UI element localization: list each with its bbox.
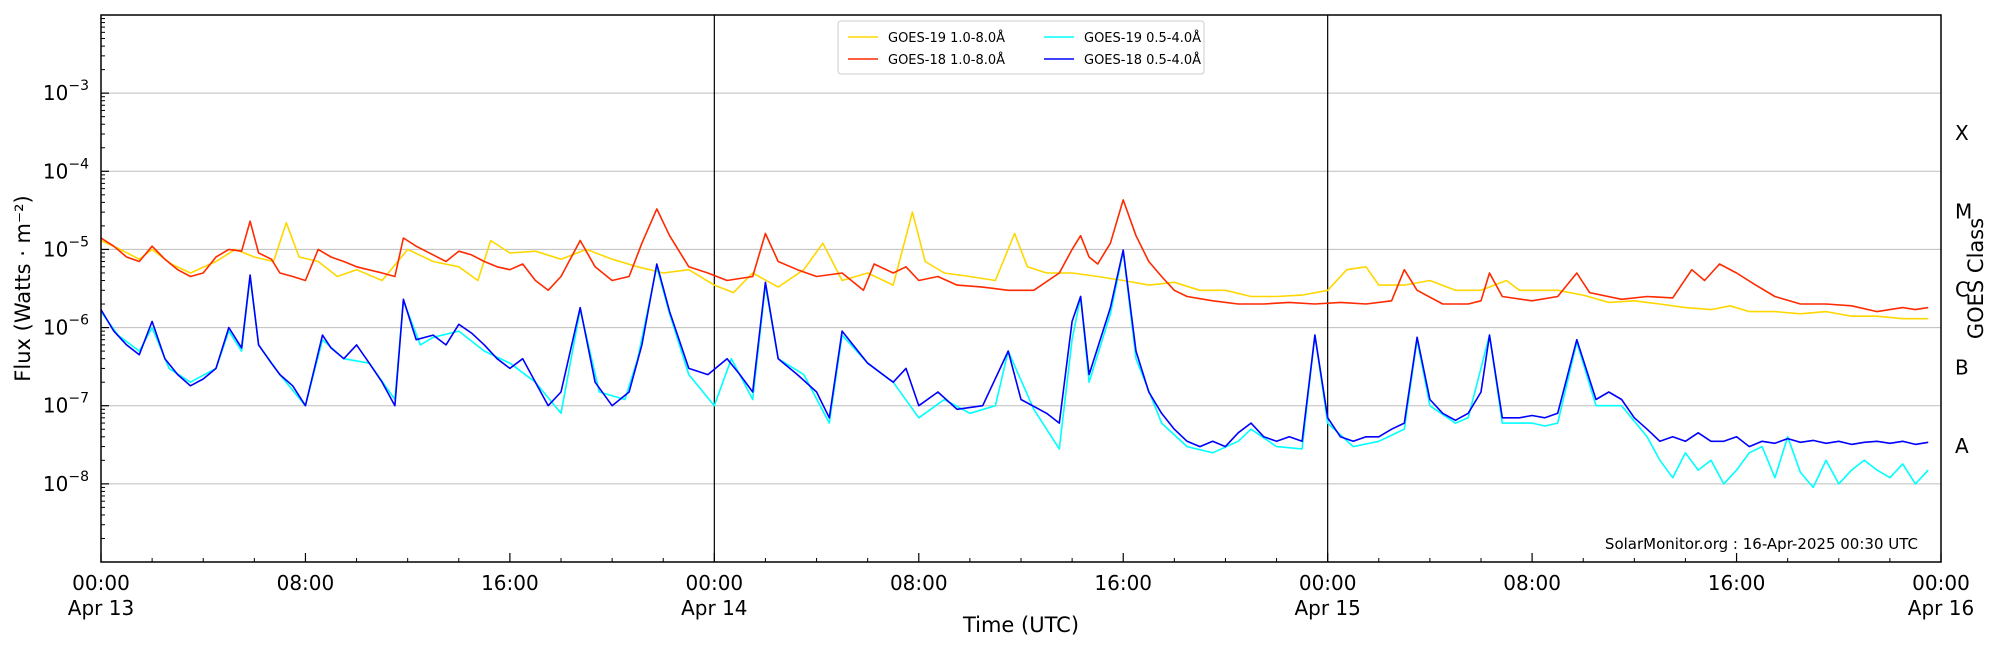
legend-box <box>837 20 1205 75</box>
goes-class-label: A <box>1955 434 1969 458</box>
series-line-3 <box>100 249 1929 448</box>
legend-label: GOES-19 0.5-4.0Å <box>1084 30 1201 46</box>
x-axis-label: Time (UTC) <box>962 613 1079 637</box>
x-tick-label: 16:00 <box>1094 571 1152 595</box>
goes-class-label: B <box>1955 356 1969 380</box>
goes-class-label: X <box>1955 121 1969 145</box>
x-tick-date: Apr 15 <box>1294 596 1360 620</box>
y-axis-ticks: 10−8 10−7 10−6 10−5 10−4 10−3 <box>43 18 109 539</box>
series-line-0 <box>100 211 1929 320</box>
x-tick-date: Apr 13 <box>68 596 134 620</box>
x-tick-label: 16:00 <box>1708 571 1766 595</box>
x-tick-label: 00:00 <box>72 571 130 595</box>
goes-class-label: C <box>1955 278 1969 302</box>
x-tick-date: Apr 14 <box>681 596 747 620</box>
x-tick-label: 08:00 <box>890 571 948 595</box>
y-tick-label: 10−7 <box>43 391 89 418</box>
x-tick-label: 08:00 <box>1503 571 1561 595</box>
legend: GOES-19 1.0-8.0Å GOES-19 0.5-4.0Å GOES-18 … <box>837 20 1205 75</box>
grid <box>101 92 1941 485</box>
x-tick-label: 00:00 <box>1299 571 1357 595</box>
series-line-1 <box>100 199 1929 313</box>
y-tick-label: 10−8 <box>43 469 89 496</box>
y-tick-label: 10−3 <box>43 78 89 105</box>
y-tick-label: 10−6 <box>43 313 89 340</box>
plot-frame <box>100 14 1942 563</box>
x-tick-label: 16:00 <box>481 571 539 595</box>
series-line-2 <box>100 250 1929 489</box>
y-axis-label-right: GOES Class <box>1964 218 1988 339</box>
x-tick-label: 00:00 <box>1912 571 1970 595</box>
y-tick-label: 10−5 <box>43 234 89 261</box>
goes-class-ticks: X M C B A <box>1955 121 1972 458</box>
legend-label: GOES-19 1.0-8.0Å <box>888 30 1005 46</box>
x-tick-label: 08:00 <box>277 571 335 595</box>
y-tick-label: 10−4 <box>43 156 89 183</box>
day-separators <box>713 15 1329 562</box>
legend-label: GOES-18 1.0-8.0Å <box>888 52 1005 68</box>
legend-label: GOES-18 0.5-4.0Å <box>1084 52 1201 68</box>
x-tick-label: 00:00 <box>686 571 744 595</box>
watermark: SolarMonitor.org : 16-Apr-2025 00:30 UTC <box>1605 535 1918 553</box>
x-tick-date: Apr 16 <box>1908 596 1974 620</box>
series <box>100 199 1929 489</box>
goes-class-label: M <box>1955 199 1972 223</box>
y-axis-label: Flux (Watts · m⁻²) <box>11 195 35 381</box>
